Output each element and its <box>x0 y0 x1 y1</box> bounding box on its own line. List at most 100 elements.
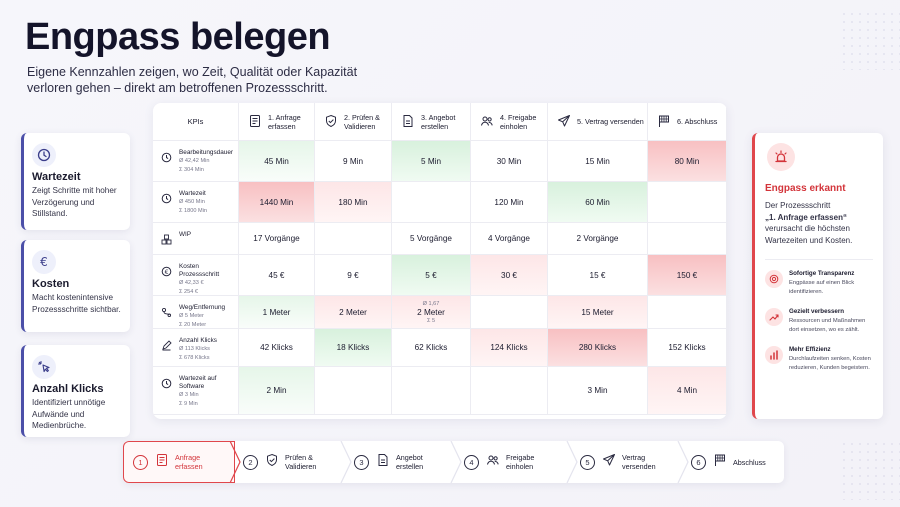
document-icon <box>155 453 169 472</box>
bottleneck-title: Engpass erkannt <box>765 183 846 194</box>
cell-value: 124 Klicks <box>490 343 528 352</box>
table-cell <box>648 296 727 329</box>
table-cell <box>471 367 548 415</box>
cell-value: 2 Min <box>266 386 287 395</box>
cell-value: 150 € <box>676 270 698 280</box>
chevron-right-icon <box>677 440 689 488</box>
table-cell: 4 Min <box>648 367 727 415</box>
bar-chart-icon <box>765 346 783 364</box>
file-icon <box>401 114 415 130</box>
row-label-text: Weg/Entfernung Ø 5 Meter Σ 20 Meter <box>179 304 225 329</box>
table-cell: 5 Min <box>392 141 471 182</box>
row-label-stat: Ø 42,33 € <box>179 280 204 286</box>
row-label-text: Wartezeit auf Software Ø 3 Min Σ 9 Min <box>179 375 238 408</box>
cell-value: 4 Min <box>676 386 698 395</box>
bottleneck-text: Der Prozessschritt „1. Anfrage erfassen“… <box>765 200 873 246</box>
chevron-right-icon <box>229 440 241 488</box>
row-label: € Kosten Prozessschritt Ø 42,33 € Σ 254 € <box>153 255 239 296</box>
step-number: 6 <box>691 454 706 470</box>
column-header: 6. Abschluss <box>648 103 727 141</box>
benefit-title: Mehr Effizienz <box>789 346 831 353</box>
step-4[interactable]: 4 Freigabe einholen <box>464 441 558 483</box>
benefit-title: Sofortige Transparenz <box>789 270 855 277</box>
bottleneck-text-1: Der Prozessschritt <box>765 201 831 210</box>
cell-value: 1 Meter <box>262 307 291 317</box>
table-cell <box>392 367 471 415</box>
row-label: Anzahl Klicks Ø 113 Klicks Σ 678 Klicks <box>153 329 239 367</box>
table-cell: 1 Meter <box>239 296 315 329</box>
column-header: 4. Freigabe einholen <box>471 103 548 141</box>
step-number: 4 <box>464 454 479 470</box>
svg-text:€: € <box>165 269 169 276</box>
cell-value: 17 Vorgänge <box>253 234 300 243</box>
kpi-grid: KPIs 1. Anfrage erfassen 2. Prüfen & Valid… <box>153 103 727 415</box>
table-cell: 1440 Min <box>239 182 315 223</box>
step-6[interactable]: 6 Abschluss <box>691 441 793 483</box>
clock-icon <box>32 143 56 167</box>
row-label-text: WIP <box>179 231 191 239</box>
cell-value: 42 Klicks <box>260 343 293 352</box>
chevron-right-icon <box>566 440 578 488</box>
card-title: Kosten <box>32 278 70 290</box>
card-anzahl-klicks: Anzahl Klicks Identifiziert unnötige Auf… <box>21 345 130 437</box>
route-icon <box>161 305 172 323</box>
clock-icon <box>161 150 172 168</box>
wip-icon <box>161 232 172 250</box>
table-cell: 15 Min <box>548 141 648 182</box>
clock-icon <box>161 191 172 209</box>
step-1[interactable]: 1 Anfrage erfassen <box>133 441 227 483</box>
step-2[interactable]: 2 Prüfen & Validieren <box>243 441 337 483</box>
cell-value: 120 Min <box>494 197 524 207</box>
row-label-name: WIP <box>179 231 192 238</box>
benefit-item: Sofortige Transparenz Engpässe auf einen… <box>765 270 873 296</box>
cell-stat-avg: Ø 1,67 <box>422 300 440 307</box>
table-cell <box>315 367 392 415</box>
file-icon <box>376 453 390 472</box>
flag-icon <box>713 453 727 472</box>
benefit-item: Gezielt verbessern Ressourcen und Maßnah… <box>765 308 873 334</box>
step-3[interactable]: 3 Angebot erstellen <box>354 441 448 483</box>
row-label-name: Kosten Prozessschritt <box>179 263 220 278</box>
table-cell: 62 Klicks <box>392 329 471 367</box>
cell-value: 4 Vorgänge <box>488 234 530 243</box>
cell-value: 2 Vorgänge <box>576 234 619 243</box>
step-label: Freigabe einholen <box>506 453 535 471</box>
row-label-text: Anzahl Klicks Ø 113 Klicks Σ 678 Klicks <box>179 337 217 362</box>
table-cell: 120 Min <box>471 182 548 223</box>
users-icon <box>486 453 500 472</box>
table-cell: 42 Klicks <box>239 329 315 367</box>
benefit-item: Mehr Effizienz Durchlaufzeiten senken, K… <box>765 346 873 372</box>
cell-value: 1440 Min <box>259 197 294 207</box>
step-label: Prüfen & Validieren <box>285 453 317 471</box>
benefit-text: Engpässe auf einen Blick identifizieren. <box>789 280 855 295</box>
alarm-icon <box>767 143 795 171</box>
document-icon <box>248 114 262 130</box>
table-cell <box>471 296 548 329</box>
row-label-name: Wartezeit <box>179 190 206 197</box>
row-label-stat: Ø 42,42 Min <box>179 158 210 164</box>
cell-value: 9 € <box>347 270 359 280</box>
row-label-stat: Ø 450 Min <box>179 199 205 205</box>
row-label-name: Wartezeit auf Software <box>179 375 217 390</box>
row-label: Bearbeitungsdauer Ø 42,42 Min Σ 304 Min <box>153 141 239 182</box>
table-cell: 3 Min <box>548 367 648 415</box>
row-label-stat: Σ 678 Klicks <box>179 354 210 361</box>
step-label: Angebot erstellen <box>396 453 424 471</box>
cell-value: 15 Meter <box>581 307 614 317</box>
card-kosten: € Kosten Macht kostenintensive Prozesssc… <box>21 240 130 332</box>
clock-icon <box>161 376 172 394</box>
click-icon <box>32 355 56 379</box>
column-header-label: 3. Angebot erstellen <box>421 112 456 131</box>
row-label-stat: Σ 1800 Min <box>179 207 208 214</box>
step-5[interactable]: 5 Vertrag versenden <box>580 441 674 483</box>
row-label: Wartezeit auf Software Ø 3 Min Σ 9 Min <box>153 367 239 415</box>
page-title: Engpass belegen <box>25 16 331 58</box>
chevron-right-icon <box>340 440 352 488</box>
table-cell: 30 Min <box>471 141 548 182</box>
table-cell: 124 Klicks <box>471 329 548 367</box>
card-title: Anzahl Klicks <box>32 383 104 395</box>
table-cell: 4 Vorgänge <box>471 223 548 255</box>
column-header: 5. Vertrag versenden <box>548 103 648 141</box>
row-label-name: Bearbeitungsdauer <box>179 149 234 156</box>
table-cell: 150 € <box>648 255 727 296</box>
